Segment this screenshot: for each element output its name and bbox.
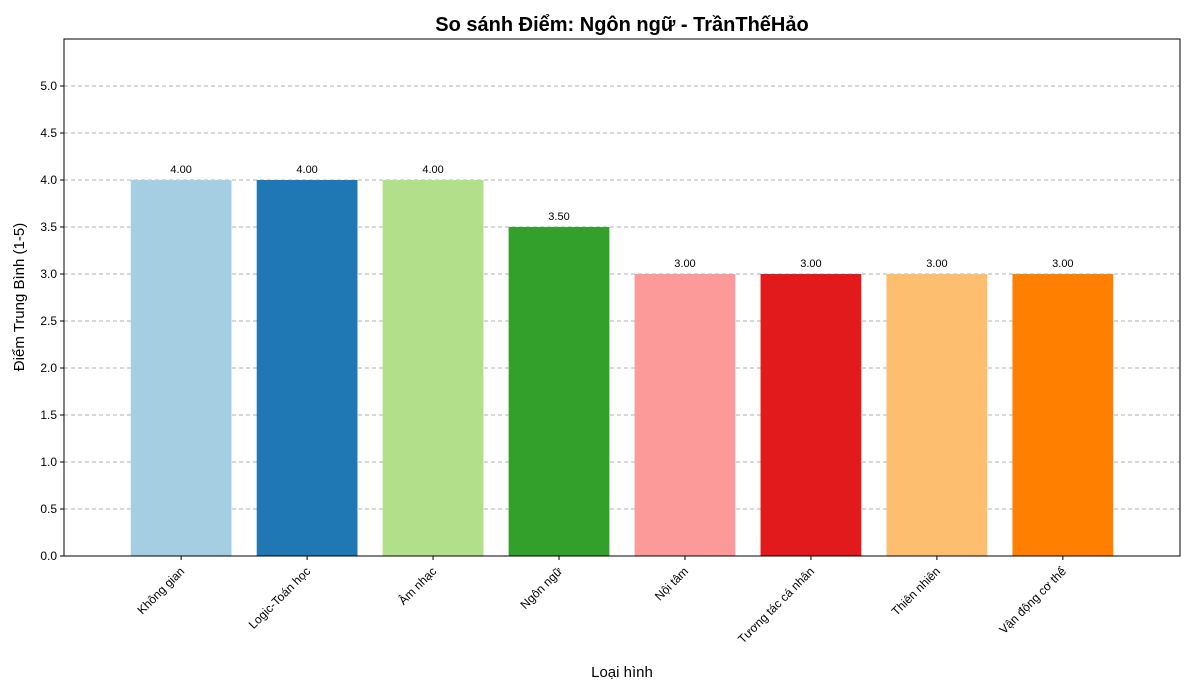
bar (1012, 274, 1114, 556)
y-tick-label: 2.5 (40, 314, 57, 328)
y-tick-label: 0.0 (40, 549, 57, 563)
x-axis-ticks: Không gian Logic-Toán học Âm nhạc Ngôn ngữ N… (134, 556, 1069, 646)
y-tick-label: 1.5 (40, 408, 57, 422)
y-tick-label: 5.0 (40, 79, 57, 93)
x-tick-label: Nội tâm (652, 564, 691, 603)
data-label: 4.00 (422, 164, 443, 176)
x-tick-label: Logic-Toán học (246, 564, 313, 631)
bar (256, 180, 358, 556)
x-tick-label: Tương tác cá nhân (735, 564, 817, 646)
y-tick-label: 1.0 (40, 455, 57, 469)
x-tick-label: Không gian (134, 564, 187, 617)
bar (508, 227, 610, 556)
x-tick-label: Ngôn ngữ (517, 564, 565, 612)
plot-frame (63, 38, 1181, 557)
x-tick-label: Thiên nhiên (889, 564, 943, 618)
y-tick-label: 0.5 (40, 502, 57, 516)
grid-lines (64, 85, 1180, 510)
data-label: 3.50 (548, 211, 569, 223)
data-label: 4.00 (170, 164, 191, 176)
y-tick-label: 4.5 (40, 126, 57, 140)
data-label: 3.00 (926, 258, 947, 270)
y-axis-label: Điểm Trung Bình (1-5) (11, 223, 28, 371)
data-label: 4.00 (296, 164, 317, 176)
bar (382, 180, 484, 556)
bars (130, 180, 1114, 556)
bar (760, 274, 862, 556)
y-axis-ticks: 0.0 0.5 1.0 1.5 2.0 2.5 3.0 3.5 4.0 4.5 5.0 (40, 79, 64, 563)
value-labels: 4.00 4.00 4.00 3.50 3.00 3.00 3.00 3.00 (170, 164, 1073, 270)
y-tick-label: 4.0 (40, 173, 57, 187)
bar (130, 180, 232, 556)
y-tick-label: 3.0 (40, 267, 57, 281)
y-tick-label: 2.0 (40, 361, 57, 375)
x-tick-label: Vận động cơ thể (996, 564, 1069, 637)
x-tick-label: Âm nhạc (395, 564, 439, 608)
bar (886, 274, 988, 556)
x-axis-label: Loại hình (591, 664, 653, 681)
data-label: 3.00 (800, 258, 821, 270)
bar (634, 274, 736, 556)
y-tick-label: 3.5 (40, 220, 57, 234)
data-label: 3.00 (674, 258, 695, 270)
data-label: 3.00 (1052, 258, 1073, 270)
chart-title: So sánh Điểm: Ngôn ngữ - TrầnThếHảo (435, 14, 808, 36)
